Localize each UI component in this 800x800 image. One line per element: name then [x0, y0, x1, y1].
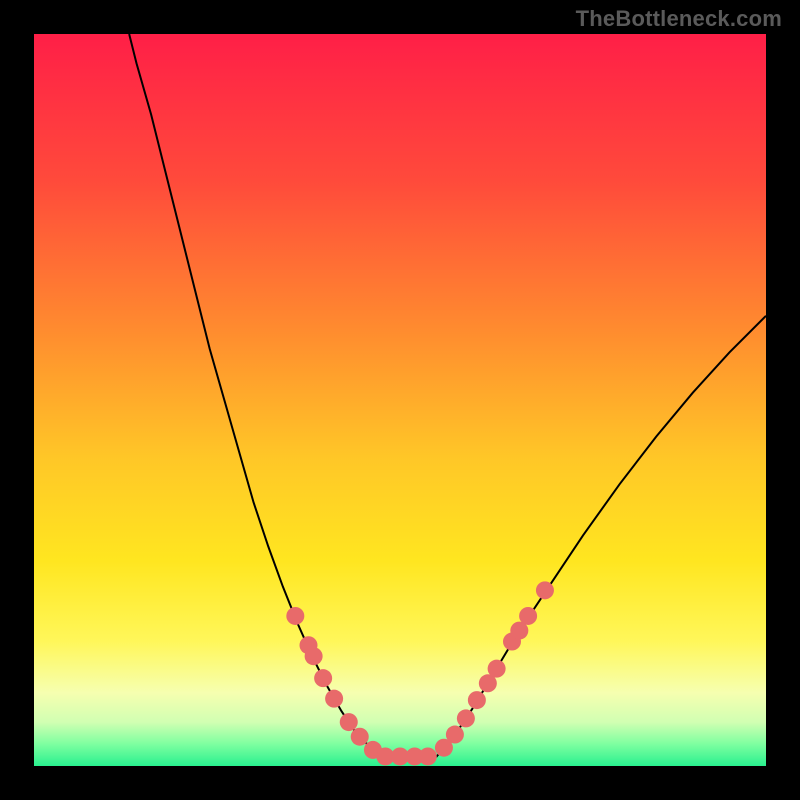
- data-marker: [325, 690, 343, 708]
- data-marker: [488, 660, 506, 678]
- data-marker: [457, 709, 475, 727]
- data-marker: [340, 713, 358, 731]
- data-marker: [351, 728, 369, 746]
- data-marker: [536, 581, 554, 599]
- bottleneck-chart: [0, 0, 800, 800]
- data-marker: [305, 647, 323, 665]
- data-marker: [286, 607, 304, 625]
- data-marker: [446, 726, 464, 744]
- watermark-text: TheBottleneck.com: [576, 6, 782, 32]
- root-container: TheBottleneck.com: [0, 0, 800, 800]
- data-marker: [419, 747, 437, 765]
- data-marker: [519, 607, 537, 625]
- plot-background: [34, 34, 766, 766]
- data-marker: [314, 669, 332, 687]
- data-marker: [468, 691, 486, 709]
